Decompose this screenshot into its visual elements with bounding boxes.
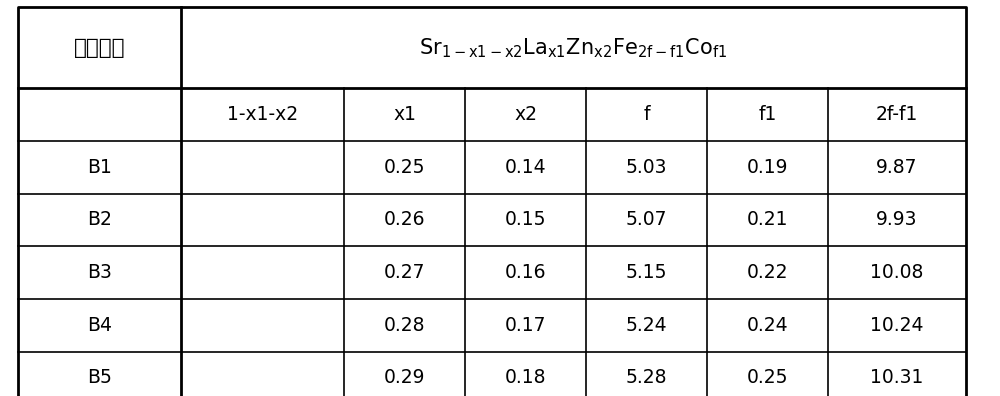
Text: 2f-f1: 2f-f1 — [876, 105, 918, 124]
Text: 0.25: 0.25 — [384, 158, 425, 177]
Text: 5.03: 5.03 — [626, 158, 667, 177]
Text: $\mathrm{Sr_{1-x1-x2}La_{x1}Zn_{x2}Fe_{2f-f1}Co_{f1}}$: $\mathrm{Sr_{1-x1-x2}La_{x1}Zn_{x2}Fe_{2… — [419, 36, 728, 59]
Text: 5.24: 5.24 — [626, 316, 667, 335]
Text: 0.18: 0.18 — [505, 369, 546, 387]
Text: B5: B5 — [87, 369, 112, 387]
Text: 0.22: 0.22 — [747, 263, 788, 282]
Text: f1: f1 — [758, 105, 777, 124]
Text: B2: B2 — [87, 211, 112, 229]
Text: 0.16: 0.16 — [505, 263, 546, 282]
Text: 0.15: 0.15 — [505, 211, 546, 229]
Text: 5.07: 5.07 — [626, 211, 667, 229]
Text: 10.24: 10.24 — [870, 316, 924, 335]
Text: 0.26: 0.26 — [384, 211, 425, 229]
Text: 5.15: 5.15 — [626, 263, 667, 282]
Text: 0.29: 0.29 — [384, 369, 425, 387]
Text: 0.28: 0.28 — [384, 316, 425, 335]
Text: B4: B4 — [87, 316, 112, 335]
Text: f: f — [643, 105, 650, 124]
Text: 0.25: 0.25 — [747, 369, 788, 387]
Text: 10.08: 10.08 — [870, 263, 924, 282]
Text: 第二物相: 第二物相 — [74, 38, 125, 58]
Text: 9.87: 9.87 — [876, 158, 918, 177]
Text: 10.31: 10.31 — [870, 369, 924, 387]
Text: 1-x1-x2: 1-x1-x2 — [227, 105, 298, 124]
Text: 0.24: 0.24 — [747, 316, 788, 335]
Text: 0.14: 0.14 — [505, 158, 546, 177]
Text: B1: B1 — [87, 158, 112, 177]
Text: 0.21: 0.21 — [747, 211, 788, 229]
Text: 5.28: 5.28 — [626, 369, 667, 387]
Text: 9.93: 9.93 — [876, 211, 918, 229]
Text: x2: x2 — [514, 105, 537, 124]
Text: B3: B3 — [87, 263, 112, 282]
Text: 0.17: 0.17 — [505, 316, 546, 335]
Text: x1: x1 — [393, 105, 416, 124]
Text: 0.19: 0.19 — [747, 158, 788, 177]
Text: 0.27: 0.27 — [384, 263, 425, 282]
